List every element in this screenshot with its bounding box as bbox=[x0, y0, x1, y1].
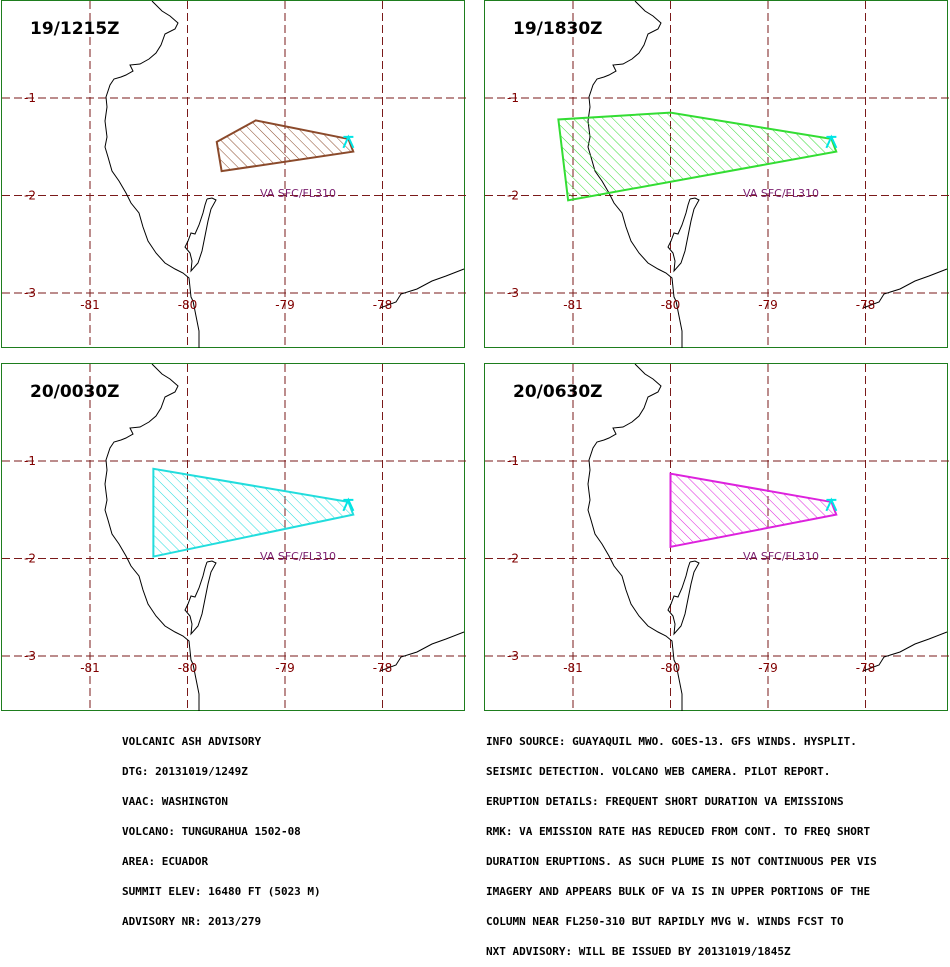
ash-plume-polygon bbox=[215, 119, 355, 173]
plume-level-annotation: VA SFC/FL310 bbox=[743, 187, 819, 200]
ash-plume-polygon bbox=[152, 467, 355, 558]
volcano-triangle-icon bbox=[342, 134, 355, 149]
remarks-line: IMAGERY AND APPEARS BULK OF VA IS IN UPP… bbox=[486, 885, 871, 898]
coastline-gulf bbox=[667, 560, 700, 636]
map-canvas: -1 -2 -3 -81 -80 -79 -78 VA SFC/FL310 bbox=[485, 364, 949, 712]
plume-level-annotation: VA SFC/FL310 bbox=[743, 550, 819, 563]
plume-level-annotation: VA SFC/FL310 bbox=[260, 550, 336, 563]
panel-time-label: 19/1215Z bbox=[30, 19, 120, 39]
longitude-label: -79 bbox=[758, 661, 778, 675]
latitude-label: -2 bbox=[24, 189, 36, 203]
map-canvas: -1 -2 -3 -81 -80 -79 -78 VA SFC/FL310 bbox=[2, 364, 466, 712]
longitude-label: -81 bbox=[563, 298, 583, 312]
remarks-line: RMK: VA EMISSION RATE HAS REDUCED FROM C… bbox=[486, 825, 871, 838]
latitude-label: -3 bbox=[507, 649, 519, 663]
volcano-triangle-icon bbox=[342, 497, 355, 512]
advisory-line: VOLCANIC ASH ADVISORY bbox=[122, 735, 262, 748]
latitude-label: -1 bbox=[507, 454, 519, 468]
longitude-label: -78 bbox=[856, 661, 876, 675]
longitude-label: -78 bbox=[373, 661, 393, 675]
ash-plume-polygon bbox=[557, 111, 838, 202]
panel-time-label: 20/0030Z bbox=[30, 382, 120, 402]
coastline-east bbox=[379, 268, 465, 309]
advisory-line: ADVISORY NR: 2013/279 bbox=[122, 915, 262, 928]
advisory-header-block: VOLCANIC ASH ADVISORY DTG: 20131019/1249… bbox=[122, 717, 321, 937]
remarks-line: COLUMN NEAR FL250-310 BUT RAPIDLY MVG W.… bbox=[486, 915, 844, 928]
map-canvas: -1 -2 -3 -81 -80 -79 -78 VA SFC/FL310 bbox=[2, 1, 466, 349]
longitude-label: -79 bbox=[758, 298, 778, 312]
advisory-line: DTG: 20131019/1249Z bbox=[122, 765, 248, 778]
coastline-east bbox=[379, 631, 465, 672]
panel-time-label: 20/0630Z bbox=[513, 382, 603, 402]
plume-level-annotation: VA SFC/FL310 bbox=[260, 187, 336, 200]
coastline bbox=[104, 1, 200, 348]
longitude-label: -80 bbox=[178, 661, 198, 675]
longitude-label: -81 bbox=[80, 298, 100, 312]
coastline-east bbox=[862, 631, 948, 672]
coastline-gulf bbox=[184, 197, 217, 273]
latitude-label: -2 bbox=[24, 552, 36, 566]
volcano-triangle-icon bbox=[825, 497, 838, 512]
advisory-line: VAAC: WASHINGTON bbox=[122, 795, 228, 808]
remarks-line: NXT ADVISORY: WILL BE ISSUED BY 20131019… bbox=[486, 945, 791, 958]
remarks-line: SEISMIC DETECTION. VOLCANO WEB CAMERA. P… bbox=[486, 765, 831, 778]
map-panel-3: -1 -2 -3 -81 -80 -79 -78 VA SFC/FL310 20/0030Z bbox=[1, 363, 466, 712]
coastline bbox=[587, 364, 683, 711]
map-panel-1: -1 -2 -3 -81 -80 -79 -78 VA SFC/FL310 19/1215Z bbox=[1, 0, 466, 349]
volcano-triangle-icon bbox=[825, 134, 838, 149]
remarks-line: DURATION ERUPTIONS. AS SUCH PLUME IS NOT… bbox=[486, 855, 877, 868]
latitude-label: -3 bbox=[507, 286, 519, 300]
latitude-label: -1 bbox=[507, 91, 519, 105]
map-panel-2: -1 -2 -3 -81 -80 -79 -78 VA SFC/FL310 19/1830Z bbox=[484, 0, 949, 349]
coastline-gulf bbox=[184, 560, 217, 636]
panel-time-label: 19/1830Z bbox=[513, 19, 603, 39]
longitude-label: -80 bbox=[178, 298, 198, 312]
latitude-label: -2 bbox=[507, 189, 519, 203]
longitude-label: -80 bbox=[661, 661, 681, 675]
map-canvas: -1 -2 -3 -81 -80 -79 -78 VA SFC/FL310 bbox=[485, 1, 949, 349]
coastline bbox=[104, 364, 200, 711]
longitude-label: -78 bbox=[856, 298, 876, 312]
ash-plume-polygon bbox=[669, 472, 838, 549]
longitude-label: -79 bbox=[275, 298, 295, 312]
longitude-label: -78 bbox=[373, 298, 393, 312]
latitude-label: -1 bbox=[24, 91, 36, 105]
advisory-line: SUMMIT ELEV: 16480 FT (5023 M) bbox=[122, 885, 321, 898]
advisory-remarks-block: INFO SOURCE: GUAYAQUIL MWO. GOES-13. GFS… bbox=[486, 717, 877, 967]
map-panel-4: -1 -2 -3 -81 -80 -79 -78 VA SFC/FL310 20/0630Z bbox=[484, 363, 949, 712]
coastline-gulf bbox=[667, 197, 700, 273]
longitude-label: -81 bbox=[80, 661, 100, 675]
remarks-line: ERUPTION DETAILS: FREQUENT SHORT DURATIO… bbox=[486, 795, 844, 808]
latitude-label: -3 bbox=[24, 286, 36, 300]
advisory-line: VOLCANO: TUNGURAHUA 1502-08 bbox=[122, 825, 301, 838]
remarks-line: INFO SOURCE: GUAYAQUIL MWO. GOES-13. GFS… bbox=[486, 735, 857, 748]
longitude-label: -80 bbox=[661, 298, 681, 312]
latitude-label: -2 bbox=[507, 552, 519, 566]
longitude-label: -81 bbox=[563, 661, 583, 675]
latitude-label: -1 bbox=[24, 454, 36, 468]
longitude-label: -79 bbox=[275, 661, 295, 675]
latitude-label: -3 bbox=[24, 649, 36, 663]
advisory-line: AREA: ECUADOR bbox=[122, 855, 209, 868]
coastline-east bbox=[862, 268, 948, 309]
